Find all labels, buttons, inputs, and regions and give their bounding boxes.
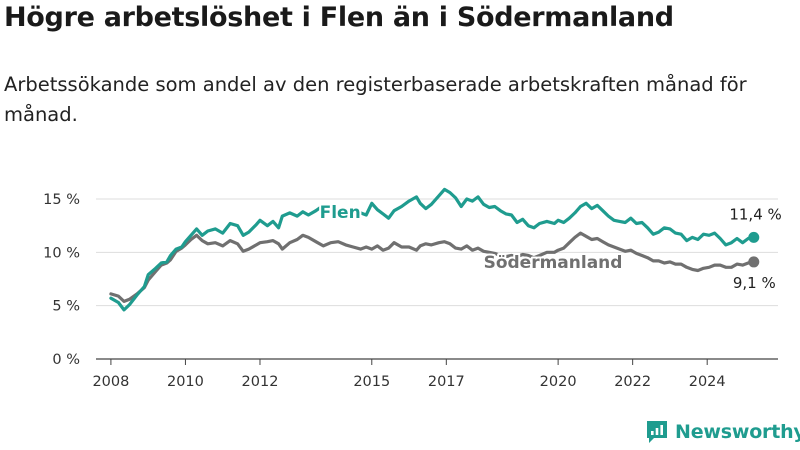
- end-value-label-sodermanland: 9,1 %: [733, 274, 776, 292]
- series-label-flen: Flen: [320, 203, 361, 223]
- x-axis-ticks: 2008 2010 2012 2015 2017 2020 2022 2024: [92, 359, 726, 390]
- series-line-sodermanland: [109, 231, 756, 303]
- y-tick-label: 0 %: [52, 352, 80, 368]
- newsworthy-logo-icon: [647, 421, 667, 443]
- end-value-label-flen: 11,4 %: [729, 205, 781, 223]
- brand-name: Newsworthy: [675, 421, 800, 443]
- series-label-sodermanland: Södermanland: [484, 253, 623, 273]
- series-lines: [109, 187, 760, 312]
- gridlines: [96, 198, 778, 360]
- chart-title: Högre arbetslöshet i Flen än i Södermanl…: [4, 2, 674, 33]
- series-labels: Flen Södermanland 11,4 % 9,1 %: [318, 201, 784, 294]
- x-tick-label: 2015: [353, 374, 390, 390]
- y-tick-label: 15 %: [43, 192, 80, 208]
- x-tick-label: 2008: [92, 374, 129, 390]
- x-tick-label: 2020: [540, 374, 577, 390]
- y-tick-label: 10 %: [43, 245, 80, 261]
- series-line-flen: [109, 187, 756, 312]
- series-end-marker: [748, 231, 760, 243]
- chart-subtitle: Arbetssökande som andel av den registerb…: [4, 73, 747, 126]
- x-tick-label: 2010: [167, 374, 204, 390]
- x-tick-label: 2017: [428, 374, 465, 390]
- y-axis-ticks: 0 % 5 % 10 % 15 %: [43, 192, 80, 368]
- newsworthy-brand: Newsworthy: [645, 419, 800, 445]
- y-tick-label: 5 %: [52, 299, 80, 315]
- x-tick-label: 2012: [242, 374, 279, 390]
- x-tick-label: 2024: [689, 374, 726, 390]
- x-tick-label: 2022: [614, 374, 651, 390]
- series-end-marker: [748, 256, 760, 268]
